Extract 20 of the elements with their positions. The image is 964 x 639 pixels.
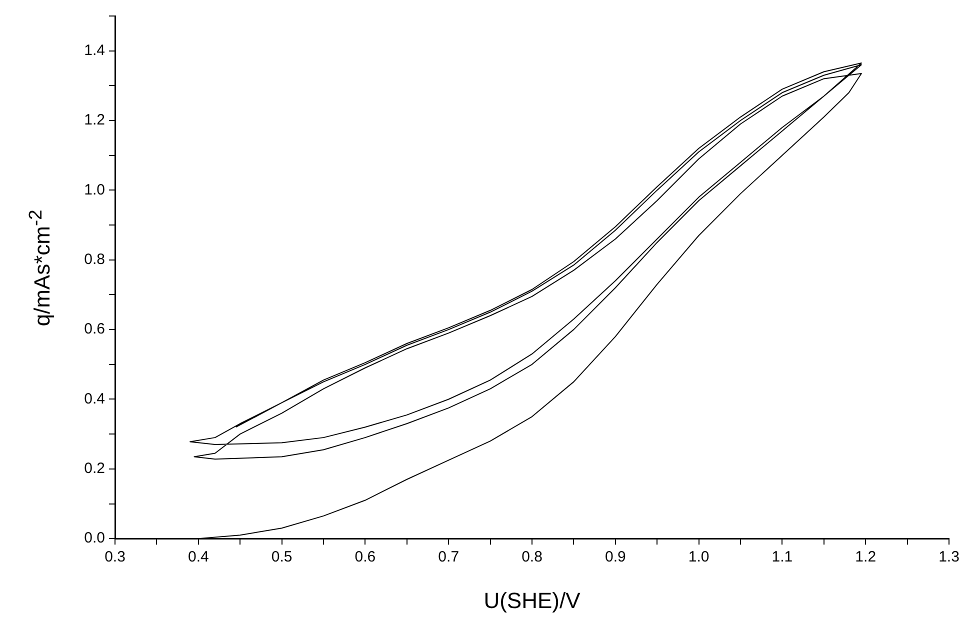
x-tick-label: 0.8 <box>522 548 542 566</box>
y-tick-label: 0.8 <box>84 251 105 268</box>
y-tick-label: 1.0 <box>84 181 105 198</box>
x-tick-label: 0.5 <box>271 548 292 566</box>
y-tick-label: 0.4 <box>84 390 105 408</box>
x-tick-label: 1.2 <box>855 548 876 566</box>
x-tick-label: 1.0 <box>688 548 710 566</box>
x-tick-label: 0.9 <box>604 548 626 566</box>
y-tick-label: 0.0 <box>84 530 105 547</box>
y-tick-label: 1.2 <box>84 112 105 129</box>
x-tick-label: 1.1 <box>772 548 793 566</box>
x-tick-label: 0.3 <box>104 548 126 566</box>
x-tick-label: 1.3 <box>938 548 960 566</box>
y-tick-label: 1.4 <box>84 42 105 59</box>
x-axis-title: U(SHE)/V <box>484 588 581 613</box>
y-tick-label: 0.2 <box>84 460 105 478</box>
x-tick-label: 0.4 <box>188 548 209 566</box>
y-tick-label: 0.6 <box>84 320 105 338</box>
x-tick-label: 0.7 <box>438 548 460 566</box>
x-tick-label: 0.6 <box>354 548 376 566</box>
